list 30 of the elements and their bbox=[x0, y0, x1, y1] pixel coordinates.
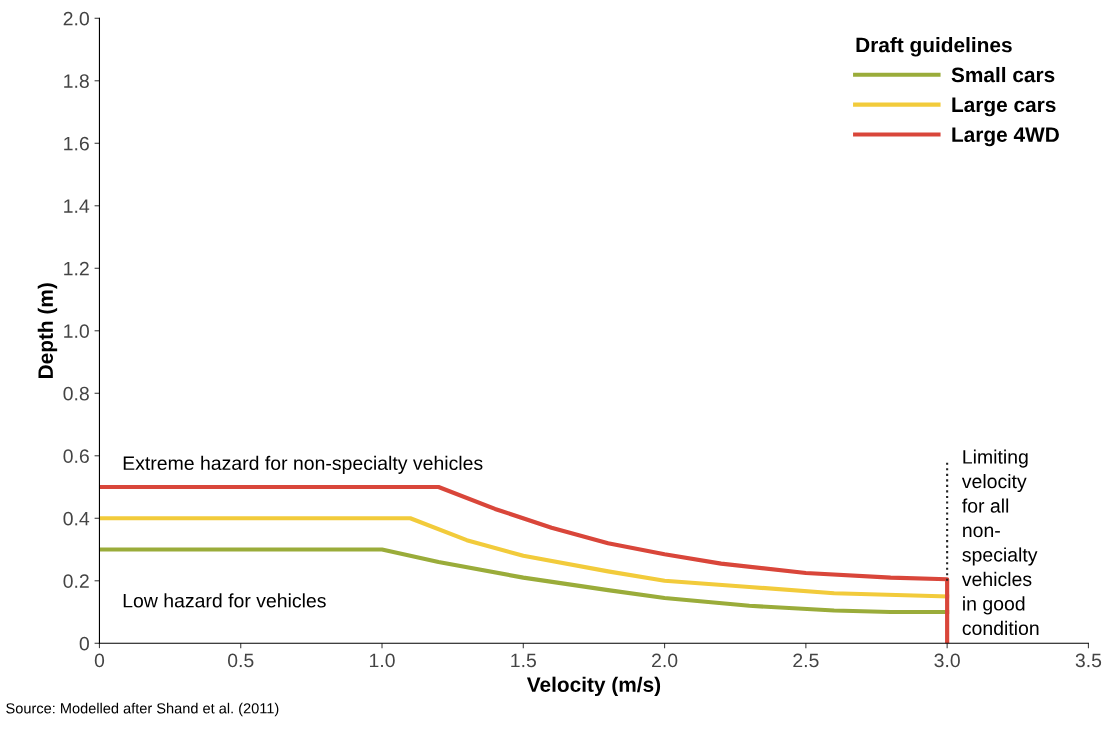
annotation: Low hazard for vehicles bbox=[123, 593, 326, 608]
annotation: Limiting velocity for all non- specialty vehicles in good condition bbox=[961, 449, 1039, 636]
x-tick-label: 2.5 bbox=[793, 653, 819, 668]
legend-label: Large 4WD bbox=[952, 127, 1059, 147]
y-tick-label: 0.4 bbox=[63, 511, 90, 526]
y-tick-label: 1.4 bbox=[64, 199, 90, 213]
x-tick-label: 0.5 bbox=[227, 653, 254, 668]
y-tick-label: 2.0 bbox=[63, 11, 89, 26]
y-tick-label: 0.2 bbox=[63, 574, 89, 589]
y-tick-label: 0.6 bbox=[63, 449, 89, 464]
y-axis-title: Depth (m) bbox=[37, 283, 58, 378]
y-tick-label: 0 bbox=[79, 636, 89, 651]
legend-label: Large cars bbox=[952, 97, 1056, 117]
x-tick-label: 3.5 bbox=[1075, 653, 1102, 668]
source-note: Source: Modelled after Shand et al. (2011) bbox=[6, 702, 279, 717]
y-tick-label: 0.8 bbox=[63, 386, 89, 401]
y-tick-label: 1.2 bbox=[64, 261, 89, 276]
legend-label: Small cars bbox=[951, 66, 1055, 83]
legend-title: Draft guidelines bbox=[856, 37, 1012, 57]
x-tick-label: 0 bbox=[94, 653, 105, 668]
annotation: Extreme hazard for non-specialty vehicles bbox=[123, 455, 483, 474]
y-tick-label: 1.8 bbox=[64, 74, 89, 89]
x-tick-label: 3.0 bbox=[934, 653, 960, 668]
x-tick-label: 1.5 bbox=[511, 653, 536, 668]
line-series bbox=[99, 484, 950, 644]
x-tick-label: 2.0 bbox=[652, 653, 678, 668]
x-axis-title: Velocity (m/s) bbox=[526, 676, 661, 697]
y-tick-label: 1.6 bbox=[64, 136, 89, 151]
x-tick-label: 1.0 bbox=[369, 653, 395, 668]
y-tick-label: 1.0 bbox=[64, 324, 89, 339]
